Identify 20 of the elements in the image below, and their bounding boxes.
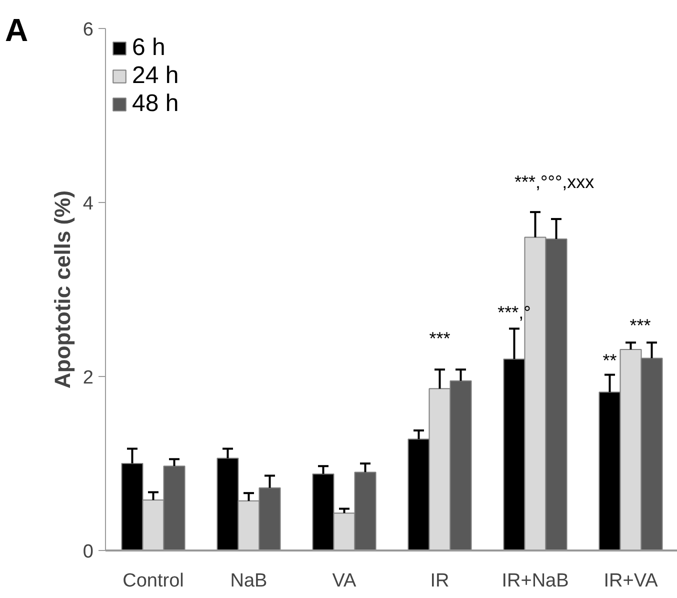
x-tick-label: IR+VA <box>604 570 658 592</box>
annotation: *** <box>630 316 651 336</box>
annotation: ***,° <box>498 302 531 323</box>
x-tick-label: NaB <box>230 570 268 592</box>
y-tick-label: 4 <box>82 194 94 214</box>
text: A <box>5 11 28 50</box>
y-axis-title: Apoptotic cells (%) <box>50 190 75 389</box>
y-tick-label: 2 <box>82 368 94 388</box>
y-tick-label: 0 <box>82 542 94 562</box>
legend-label: 6 h <box>132 34 166 62</box>
x-tick-label: Control <box>122 570 184 592</box>
annotation: ***,°°°,xxx <box>514 172 594 192</box>
x-tick-label: IR <box>430 570 450 592</box>
x-tick-label: VA <box>332 570 357 592</box>
legend-label: 48 h <box>132 90 179 118</box>
legend-label: 24 h <box>132 62 179 90</box>
annotation: *** <box>429 328 450 349</box>
annotation: ** <box>602 350 617 370</box>
x-tick-label: IR+NaB <box>502 570 569 592</box>
y-tick-label: 6 <box>82 20 94 40</box>
